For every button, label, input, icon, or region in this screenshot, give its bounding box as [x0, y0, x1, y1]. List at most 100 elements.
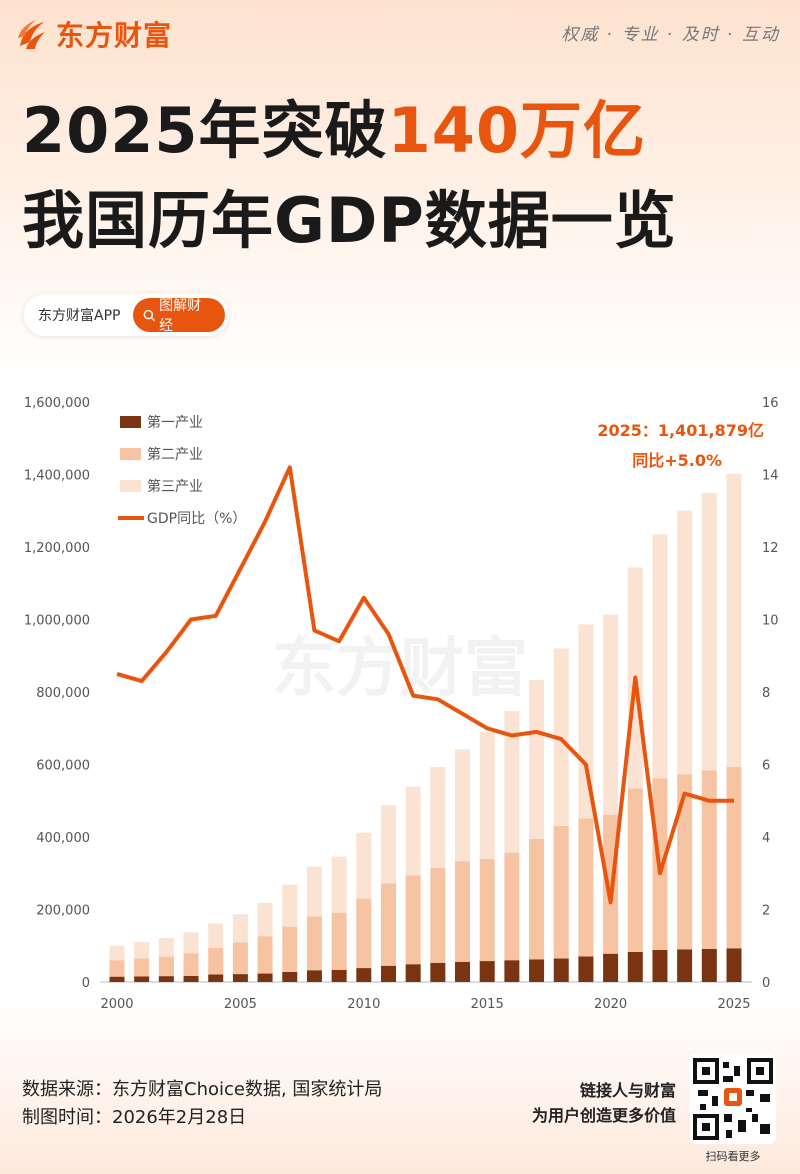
qr-code[interactable] — [690, 1054, 776, 1144]
bar-segment — [553, 958, 569, 982]
bar-segment — [479, 961, 495, 982]
bar-segment — [232, 942, 248, 975]
bar-segment — [603, 614, 619, 815]
y-left-tick-label: 400,000 — [36, 831, 90, 846]
bar-segment — [677, 949, 693, 982]
flame-logo-icon — [18, 20, 45, 49]
bar-segment — [405, 875, 421, 965]
bar-segment — [257, 973, 273, 982]
bar-segment — [109, 976, 125, 982]
bar-segment — [405, 786, 421, 876]
bar-segment — [134, 941, 150, 959]
y-left-tick-label: 1,200,000 — [24, 541, 90, 556]
x-tick-label: 2015 — [471, 997, 504, 1012]
x-tick-label: 2025 — [717, 997, 750, 1012]
bar-segment — [430, 867, 446, 963]
qr-caption: 扫码看更多 — [705, 1150, 761, 1163]
bar-segment — [405, 964, 421, 982]
brand-slogan: 权威 · 专业 · 及时 · 互动 — [561, 25, 780, 45]
app-pill: 东方财富APP 图解财经 — [24, 294, 229, 336]
x-tick-label: 2005 — [224, 997, 257, 1012]
y-left-tick-label: 1,600,000 — [24, 396, 90, 411]
y-right-tick-label: 16 — [762, 396, 779, 411]
bar-segment — [232, 914, 248, 943]
bar-segment — [158, 976, 174, 982]
bar-segment — [257, 936, 273, 974]
bar-segment — [578, 956, 594, 982]
search-icon — [143, 309, 155, 321]
bar-segment — [183, 953, 199, 976]
x-tick-label: 2020 — [594, 997, 627, 1012]
bar-segment — [306, 916, 322, 971]
chart-date: 制图时间：2026年2月28日 — [22, 1107, 247, 1128]
bar-segment — [652, 949, 668, 982]
y-left-tick-label: 0 — [82, 976, 90, 991]
bar-segment — [627, 788, 643, 952]
bar-segment — [356, 898, 372, 969]
y-right-tick-label: 0 — [762, 976, 770, 991]
bar-segment — [158, 956, 174, 977]
legend-swatch — [120, 448, 141, 460]
bar-segment — [504, 852, 520, 961]
y-right-tick-label: 12 — [762, 541, 779, 556]
bar-segment — [356, 968, 372, 982]
app-label: 东方财富APP — [38, 308, 121, 324]
brand-logo: 东方财富 — [14, 14, 172, 54]
bar-segment — [183, 932, 199, 954]
y-left-tick-label: 200,000 — [36, 904, 90, 919]
y-right-tick-label: 4 — [762, 831, 770, 846]
tujie-label: 图解财经 — [159, 298, 202, 334]
y-left-tick-label: 600,000 — [36, 759, 90, 774]
bar-segment — [158, 938, 174, 957]
footer-tagline: 链接人与财富 为用户创造更多价值 — [532, 1078, 676, 1128]
legend-label: 第三产业 — [147, 478, 203, 495]
x-tick-label: 2010 — [347, 997, 380, 1012]
legend-label: GDP同比（%） — [147, 511, 246, 527]
page-title-line1: 2025年突破140万亿 — [22, 80, 646, 170]
y-left-tick-label: 1,000,000 — [24, 614, 90, 629]
title-prefix: 2025年突破 — [22, 94, 388, 167]
annotation-value: 2025：1,401,879亿 — [597, 421, 764, 440]
bar-segment — [455, 749, 471, 862]
x-tick-label: 2000 — [100, 997, 133, 1012]
bar-segment — [208, 923, 224, 948]
tagline-line1: 链接人与财富 — [579, 1081, 676, 1100]
bar-segment — [553, 825, 569, 959]
bar-segment — [652, 534, 668, 779]
bar-segment — [578, 818, 594, 957]
legend-swatch — [120, 480, 141, 492]
bar-segment — [726, 948, 742, 982]
bar-segment — [627, 951, 643, 982]
bar-segment — [701, 492, 717, 771]
bar-segment — [208, 974, 224, 982]
bar-segment — [380, 805, 396, 884]
bar-segment — [232, 974, 248, 982]
bar-segment — [677, 510, 693, 775]
y-left-tick-label: 1,400,000 — [24, 469, 90, 484]
bar-segment — [282, 884, 298, 927]
legend-label: 第一产业 — [147, 414, 203, 431]
title-highlight: 140万亿 — [387, 94, 646, 167]
bar-segment — [677, 774, 693, 950]
y-left-tick-label: 800,000 — [36, 686, 90, 701]
bar-segment — [726, 473, 742, 768]
bar-segment — [529, 838, 545, 960]
bar-segment — [356, 832, 372, 899]
bar-segment — [529, 679, 545, 839]
y-right-tick-label: 8 — [762, 686, 770, 701]
y-right-tick-label: 2 — [762, 904, 770, 919]
bar-segment — [701, 770, 717, 949]
brand-watermark: 东方财富 — [272, 632, 528, 706]
bar-segment — [380, 965, 396, 982]
y-right-tick-label: 10 — [762, 614, 779, 629]
bar-segment — [504, 960, 520, 982]
tagline-line2: 为用户创造更多价值 — [531, 1106, 676, 1125]
bar-segment — [306, 866, 322, 917]
bar-segment — [331, 912, 347, 970]
data-source: 数据来源：东方财富Choice数据, 国家统计局 — [22, 1079, 383, 1100]
bar-segment — [701, 948, 717, 982]
bar-segment — [479, 732, 495, 859]
page-title-line2: 我国历年GDP数据一览 — [22, 184, 677, 257]
bar-segment — [603, 953, 619, 982]
tujie-button[interactable]: 图解财经 — [132, 298, 225, 334]
